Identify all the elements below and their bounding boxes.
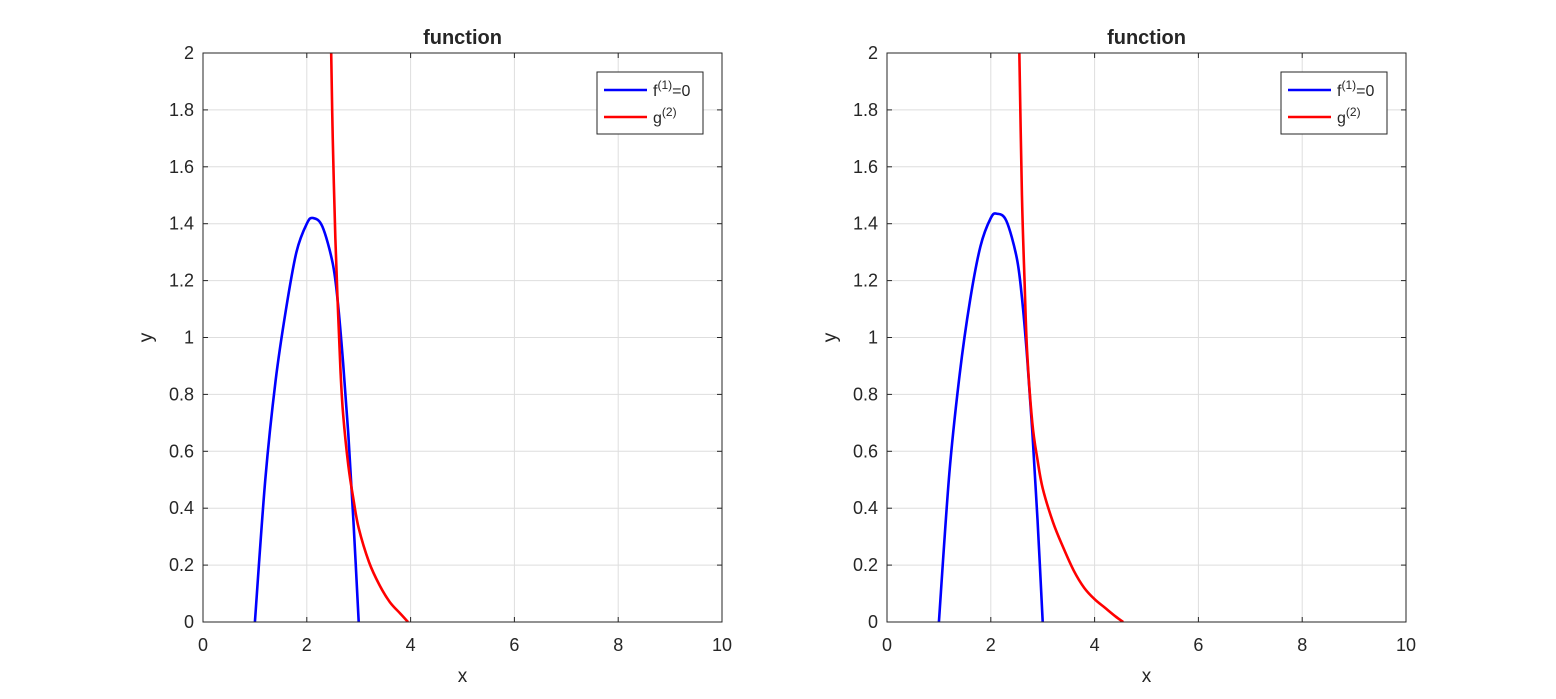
right-plot: 0 2 4 6 8 10 0 0.2 0.4 0.6 0.8 1 1.2 1.4 1.6 1.8 2 functi… [820,27,1416,687]
x-axis-label: x [1142,666,1152,687]
legend-label-superscript: (1) [657,78,672,92]
legend-label-rest: =0 [1356,83,1374,100]
x-tick-label: 6 [1193,635,1203,655]
y-axis-label: y [136,332,157,342]
y-tick-label: 1.2 [169,271,194,291]
chart-title: function [423,27,502,49]
legend-label-base: f [1337,83,1342,100]
y-tick-label: 0.4 [853,498,878,518]
x-tick-label: 10 [712,635,732,655]
y-tick-label: 0.6 [853,441,878,461]
y-tick-label: 1.8 [169,100,194,120]
left-plot: 0 2 4 6 8 10 0 0.2 0.4 0.6 0.8 1 1.2 1.4 1.6 1.8 2 functi… [136,27,732,687]
y-tick-label: 2 [868,43,878,63]
axes-box [202,52,723,623]
y-axis-label: y [820,332,841,342]
y-tick-label: 0.2 [853,555,878,575]
x-axis-label: x [458,666,468,687]
series-line-f [253,216,360,622]
y-tick-label: 1 [868,328,878,348]
x-tick-label: 0 [198,635,208,655]
legend-box [596,71,704,135]
y-tick-label: 0.8 [853,384,878,404]
x-tick-label: 4 [406,635,416,655]
y-tick-label: 1.4 [853,214,878,234]
legend-box [1280,71,1388,135]
legend-label-f: f(1)=0 [653,78,690,100]
legend-label-superscript: (2) [1346,105,1361,119]
y-tick-label: 1.6 [169,157,194,177]
y-tick-label: 1.2 [853,271,878,291]
y-tick-label: 0 [184,612,194,632]
legend-label-g: g(2) [653,105,677,127]
y-tick-label: 1.6 [853,157,878,177]
y-tick-label: 0.4 [169,498,194,518]
y-tick-label: 1 [184,328,194,348]
legend-label-base: f [653,83,658,100]
y-tick-label: 1.8 [853,100,878,120]
y-tick-label: 1.4 [169,214,194,234]
legend-label-g: g(2) [1337,105,1361,127]
x-tick-label: 4 [1090,635,1100,655]
series-line-g [329,53,409,622]
legend-label-rest: =0 [672,83,690,100]
legend-label-superscript: (2) [662,105,677,119]
x-tick-label: 6 [509,635,519,655]
y-tick-label: 0 [868,612,878,632]
legend-label-base: g [653,110,662,127]
legend-label-base: g [1337,110,1346,127]
x-tick-label: 0 [882,635,892,655]
y-tick-label: 0.6 [169,441,194,461]
y-tick-label: 0.8 [169,384,194,404]
series-line-g [1018,53,1124,622]
chart-title: function [1107,27,1186,49]
y-tick-label: 2 [184,43,194,63]
x-tick-label: 2 [986,635,996,655]
legend-label-f: f(1)=0 [1337,78,1374,100]
legend-label-superscript: (1) [1341,78,1356,92]
axes-box [886,52,1407,623]
x-tick-label: 10 [1396,635,1416,655]
x-tick-label: 2 [302,635,312,655]
x-tick-label: 8 [1297,635,1307,655]
x-tick-label: 8 [613,635,623,655]
y-tick-label: 0.2 [169,555,194,575]
